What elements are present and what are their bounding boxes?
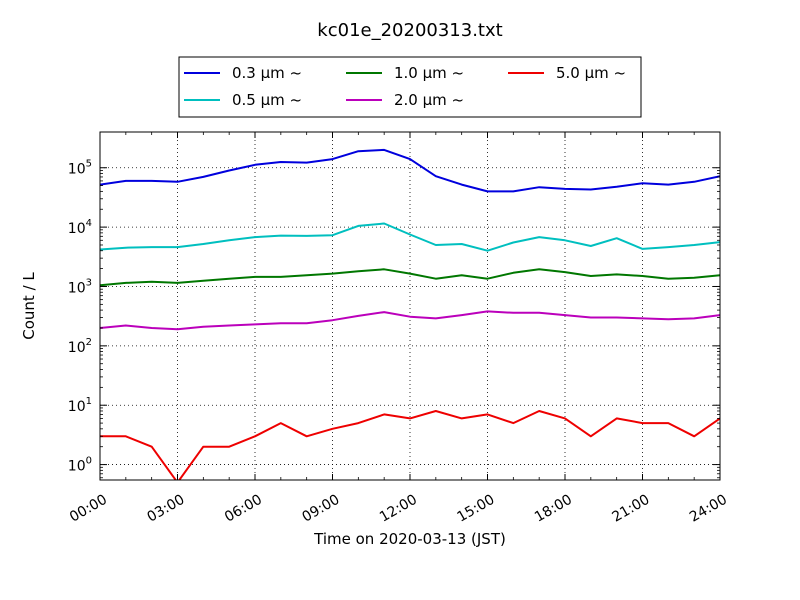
series-line-5 <box>100 410 720 480</box>
x-axis-label: Time on 2020-03-13 (JST) <box>313 530 506 548</box>
series-line-2 <box>100 222 720 252</box>
legend-label-1: 0.3 μm ~ <box>232 64 302 82</box>
y-tick-label: 105 <box>68 159 92 178</box>
legend-label-3: 1.0 μm ~ <box>394 64 464 82</box>
legend: 0.3 μm ~ 0.5 μm ~ 1.0 μm ~ 2.0 μm ~ 5.0 μm ~ <box>178 56 642 118</box>
legend-frame <box>178 56 642 118</box>
y-tick-label: 103 <box>68 277 92 296</box>
series-line-4 <box>100 310 720 331</box>
chart-title: kc01e_20200313.txt <box>317 20 502 41</box>
y-tick-label: 101 <box>68 396 92 415</box>
y-tick-label: 104 <box>68 218 92 237</box>
series-line-3 <box>100 268 720 287</box>
grid <box>99 132 721 480</box>
series-line-1 <box>100 148 720 193</box>
y-axis-label: Count / L <box>20 272 38 340</box>
legend-label-2: 0.5 μm ~ <box>232 91 302 109</box>
y-tick-label: 102 <box>68 337 92 356</box>
legend-label-4: 2.0 μm ~ <box>394 91 464 109</box>
legend-label-5: 5.0 μm ~ <box>556 64 626 82</box>
series-lines <box>100 148 720 480</box>
y-tick-label: 100 <box>68 456 92 475</box>
